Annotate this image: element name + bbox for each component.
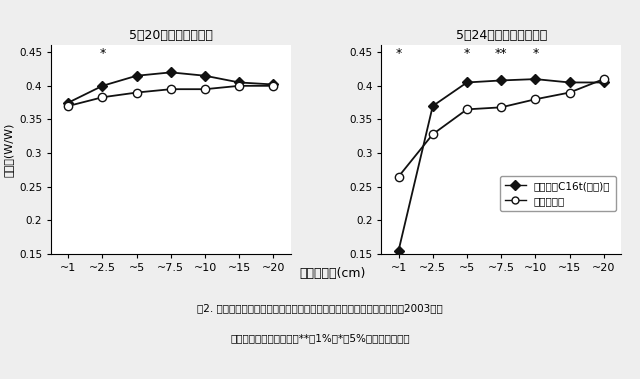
Text: **: ** [495, 47, 508, 60]
Text: *: * [396, 47, 402, 60]
Title: 5月20日（雨天直後）: 5月20日（雨天直後） [129, 28, 213, 42]
Text: *: * [99, 47, 106, 60]
Text: （同一の深さにおいて、**は1%、*は5%で有意差有り）: （同一の深さにおいて、**は1%、*は5%で有意差有り） [230, 334, 410, 343]
Text: 図2. 雨天直後（左）と晴天４日後（右）における土壌水分の垂直分布（2003年）: 図2. 雨天直後（左）と晴天４日後（右）における土壌水分の垂直分布（2003年） [197, 303, 443, 313]
Title: 5月24日（晴天４日後）: 5月24日（晴天４日後） [456, 28, 547, 42]
Text: 土壌の深さ(cm): 土壌の深さ(cm) [300, 267, 366, 280]
Legend: 牛糞堆腢C16t(現物)区, 化学肂料区: 牛糞堆腢C16t(現物)区, 化学肂料区 [499, 175, 616, 211]
Text: *: * [532, 47, 538, 60]
Y-axis label: 含水率(W/W): 含水率(W/W) [3, 122, 13, 177]
Text: *: * [464, 47, 470, 60]
